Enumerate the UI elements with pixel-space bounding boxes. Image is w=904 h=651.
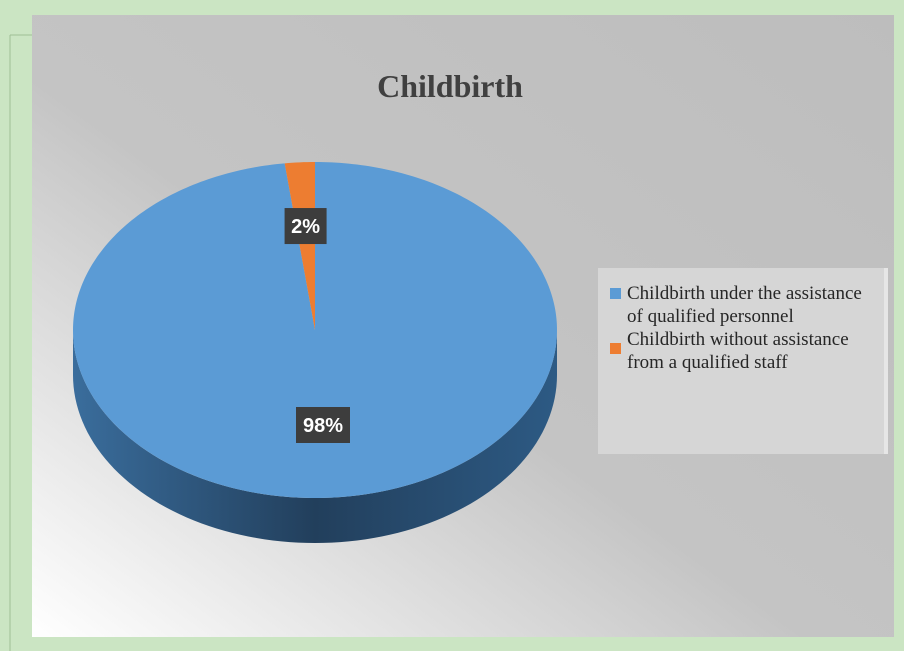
legend-swatch: [610, 288, 621, 299]
legend-swatch: [610, 343, 621, 354]
legend: Childbirth under the assistance of quali…: [598, 268, 888, 454]
legend-item: Childbirth under the assistance of quali…: [610, 282, 878, 328]
legend-label: Childbirth without assistance from a qua…: [627, 329, 849, 373]
legend-item: Childbirth without assistance from a qua…: [610, 328, 878, 374]
pie-side: [73, 330, 557, 543]
data-label-box: [296, 407, 350, 443]
chart-title: Childbirth: [377, 68, 523, 104]
data-label: 2%: [291, 216, 320, 238]
pie-slice: [284, 162, 315, 330]
data-label: 98%: [303, 415, 343, 437]
data-label-box: [284, 208, 327, 245]
pie-slice: [73, 162, 557, 498]
legend-label: Childbirth under the assistance of quali…: [627, 283, 862, 327]
